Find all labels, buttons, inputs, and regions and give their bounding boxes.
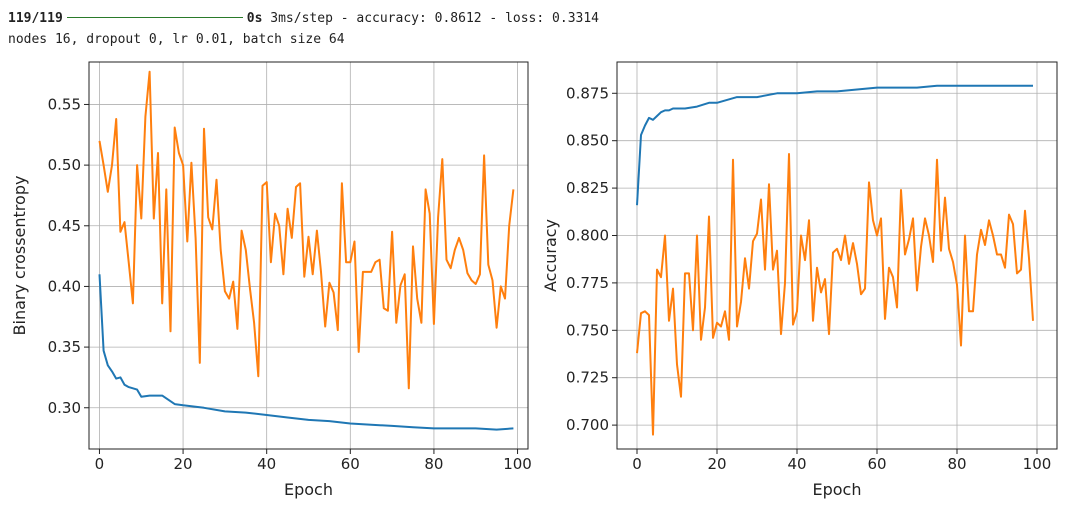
series-line-val_loss xyxy=(98,70,515,390)
y-tick-label: 0.750 xyxy=(566,321,609,339)
y-tick-label: 0.875 xyxy=(566,84,609,102)
series-line-accuracy xyxy=(636,84,1033,206)
accuracy-chart: 0 20 40 60 80 100 0.700 0.725 0.750 0.775 0.800 0.8… xyxy=(544,61,1058,499)
x-tick-label: 100 xyxy=(1023,455,1052,473)
x-tick-label: 40 xyxy=(787,455,806,473)
x-tick-label: 0 xyxy=(95,455,105,473)
progress-count: 119/119 xyxy=(8,11,63,26)
x-tick-label: 20 xyxy=(174,455,193,473)
x-axis-label: Epoch xyxy=(813,480,862,499)
x-tick-label: 20 xyxy=(707,455,726,473)
loss-chart: 0 20 40 60 80 100 0.30 0.35 0.40 0.45 0.50 0.55 Epoc… xyxy=(10,61,532,499)
y-tick-label: 0.700 xyxy=(566,416,609,434)
y-tick-label: 0.775 xyxy=(566,274,609,292)
y-tick-label: 0.40 xyxy=(48,277,81,295)
console-line-progress: 119/119 0s 3ms/step - accuracy: 0.8612 - … xyxy=(8,11,599,26)
x-tick-label: 60 xyxy=(867,455,886,473)
elapsed-time: 0s xyxy=(246,11,263,26)
x-tick-label: 40 xyxy=(257,455,276,473)
training-metrics: 3ms/step - accuracy: 0.8612 - loss: 0.33… xyxy=(270,11,600,26)
plot-frame xyxy=(616,61,1058,450)
y-tick-label: 0.800 xyxy=(566,226,609,244)
y-tick-label: 0.30 xyxy=(48,399,81,417)
x-tick-label: 100 xyxy=(503,455,532,473)
series-line-val_accuracy xyxy=(636,153,1034,436)
x-tick-label: 60 xyxy=(341,455,360,473)
plot-frame xyxy=(88,61,529,450)
y-tick-label: 0.35 xyxy=(48,338,81,356)
console-output: 119/119 0s 3ms/step - accuracy: 0.8612 - … xyxy=(8,8,599,50)
y-axis-label: Binary crossentropy xyxy=(10,176,29,336)
hyperparameters: nodes 16, dropout 0, lr 0.01, batch size… xyxy=(8,32,345,47)
x-tick-label: 0 xyxy=(632,455,642,473)
y-tick-label: 0.50 xyxy=(48,156,81,174)
progress-bar xyxy=(66,16,243,18)
y-tick-label: 0.55 xyxy=(48,95,81,113)
y-tick-label: 0.725 xyxy=(566,369,609,387)
series-line-loss xyxy=(98,274,514,431)
x-axis-label: Epoch xyxy=(284,480,333,499)
x-tick-label: 80 xyxy=(947,455,966,473)
y-tick-label: 0.850 xyxy=(566,132,609,150)
x-tick-label: 80 xyxy=(424,455,443,473)
y-tick-label: 0.45 xyxy=(48,217,81,235)
y-axis-label: Accuracy xyxy=(544,219,560,292)
y-tick-label: 0.825 xyxy=(566,179,609,197)
